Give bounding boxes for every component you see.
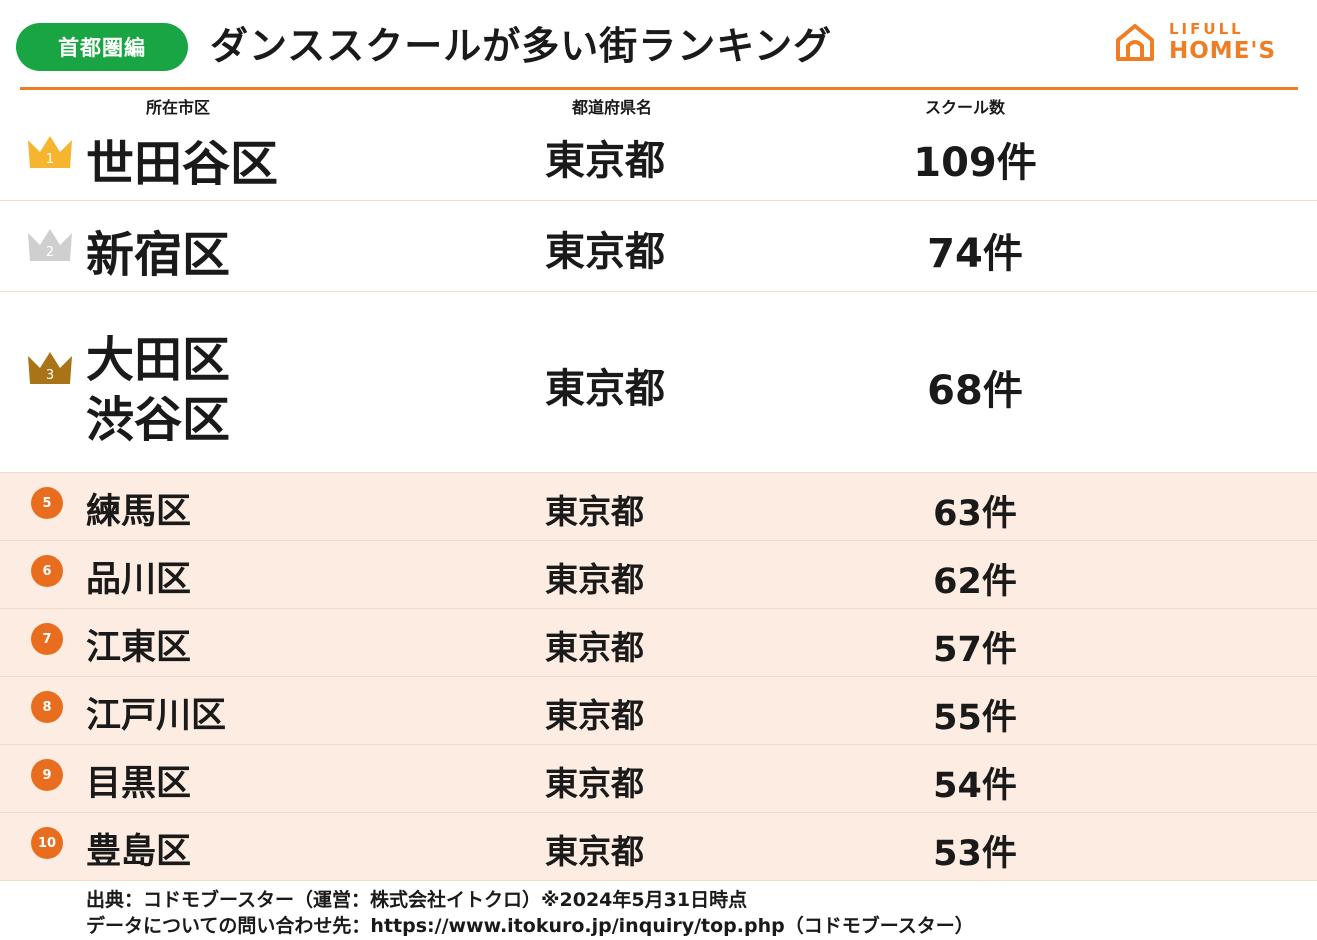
column-header-city: 所在市区 [146,98,211,117]
city-name: 大田区 [86,332,231,388]
city-name: 豊島区 [86,832,192,872]
school-count: 74件 [927,231,1023,277]
city-name: 新宿区 [86,227,231,283]
prefecture-name: 東京都 [545,492,644,531]
ranking-row: 7 江東区 東京都 57件 [0,609,1317,677]
city-name: 世田谷区 [86,136,279,192]
city-name-second: 渋谷区 [86,392,231,448]
source-note: 出典：コドモブースター（運営：株式会社イトクロ）※2024年5月31日時点 [86,889,748,911]
ranking-row: 8 江戸川区 東京都 55件 [0,677,1317,745]
prefecture-name: 東京都 [545,229,665,275]
ranking-row: 3 大田区 渋谷区 東京都 68件 [0,292,1317,473]
school-count: 62件 [933,562,1017,602]
rank-badge: 5 [31,487,63,519]
page-title: ダンススクールが多い街ランキング [210,24,833,68]
school-count: 63件 [933,494,1017,534]
house-icon [1116,24,1154,61]
rank-badge: 7 [31,623,63,655]
prefecture-name: 東京都 [545,696,644,735]
header-divider [20,87,1298,90]
school-count: 68件 [927,368,1023,414]
rank-badge: 10 [31,827,63,859]
prefecture-name: 東京都 [545,628,644,667]
school-count: 53件 [933,834,1017,874]
ranking-row: 9 目黒区 東京都 54件 [0,745,1317,813]
ranking-row: 1 世田谷区 東京都 109件 [0,110,1317,201]
prefecture-name: 東京都 [545,366,665,412]
lifull-homes-logo: LIFULL HOME'S [1114,20,1294,66]
svg-text:2: 2 [46,245,54,260]
school-count: 57件 [933,630,1017,670]
gold-crown-icon: 1 [28,136,72,168]
city-name: 目黒区 [86,764,192,804]
region-badge: 首都圏編 [16,23,188,71]
rank-badge: 6 [31,555,63,587]
city-name: 練馬区 [86,492,192,532]
city-name: 江東区 [86,628,192,668]
svg-text:3: 3 [46,368,54,383]
school-count: 109件 [913,140,1037,186]
prefecture-name: 東京都 [545,560,644,599]
prefecture-name: 東京都 [545,832,644,871]
prefecture-name: 東京都 [545,764,644,803]
city-name: 江戸川区 [86,696,227,736]
silver-crown-icon: 2 [28,229,72,261]
bronze-crown-icon: 3 [28,352,72,384]
ranking-row: 6 品川区 東京都 62件 [0,541,1317,609]
contact-note: データについての問い合わせ先：https://www.itokuro.jp/in… [86,915,974,937]
city-name: 品川区 [86,560,192,600]
rank-badge: 9 [31,759,63,791]
logo-product: HOME'S [1169,38,1277,64]
school-count: 54件 [933,766,1017,806]
rank-badge: 8 [31,691,63,723]
school-count: 55件 [933,698,1017,738]
svg-text:1: 1 [46,152,54,167]
column-header-prefecture: 都道府県名 [572,98,653,117]
ranking-row: 5 練馬区 東京都 63件 [0,473,1317,541]
column-header-count: スクール数 [925,98,1006,117]
logo-brand: LIFULL [1169,20,1244,38]
ranking-row: 2 新宿区 東京都 74件 [0,201,1317,292]
prefecture-name: 東京都 [545,138,665,184]
ranking-row: 10 豊島区 東京都 53件 [0,813,1317,881]
